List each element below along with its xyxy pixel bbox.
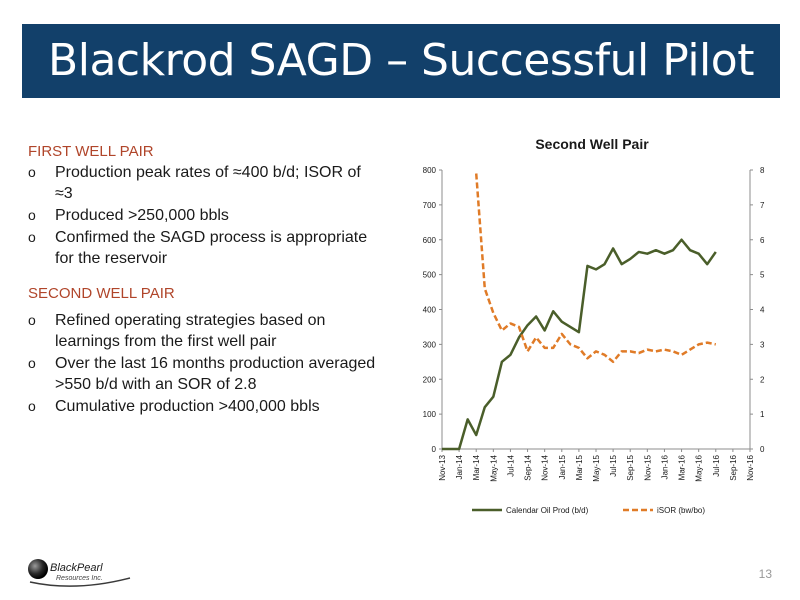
second-well-pair-heading: SECOND WELL PAIR: [28, 285, 175, 302]
list-item: o Produced >250,000 bbls: [28, 205, 378, 226]
y-tick-label: 100: [423, 410, 437, 419]
chart-series: [442, 173, 717, 451]
y-tick-label: 500: [423, 271, 437, 280]
x-tick-label: May-14: [489, 454, 498, 481]
bullet-marker: o: [28, 312, 36, 328]
text-column: FIRST WELL PAIR o Production peak rates o…: [28, 143, 378, 429]
y2-tick-label: 2: [760, 375, 765, 384]
x-tick-label: Jul-16: [712, 454, 721, 476]
x-tick-label: Jul-15: [609, 454, 618, 476]
y-tick-label: 600: [423, 236, 437, 245]
bullet-marker: o: [28, 229, 36, 245]
company-logo: BlackPearl Resources Inc.: [26, 552, 136, 592]
y2-tick-label: 6: [760, 236, 765, 245]
x-tick-label: Jan-14: [455, 454, 464, 479]
y-tick-label: 0: [432, 445, 437, 454]
y2-tick-label: 8: [760, 166, 765, 175]
first-well-pair-heading: FIRST WELL PAIR: [28, 143, 154, 160]
y2-tick-label: 5: [760, 271, 765, 280]
x-tick-label: Nov-16: [746, 454, 755, 480]
x-tick-label: Sep-16: [729, 454, 738, 480]
y-tick-label: 300: [423, 340, 437, 349]
y-tick-label: 400: [423, 306, 437, 315]
x-tick-label: Sep-15: [626, 454, 635, 480]
second-well-pair-list: o Refined operating strategies based on l…: [28, 310, 378, 417]
bullet-text: Confirmed the SAGD process is appropriat…: [55, 229, 368, 267]
y2-tick-label: 1: [760, 410, 765, 419]
bullet-text: Over the last 16 months production avera…: [55, 355, 376, 393]
list-item: o Over the last 16 months production aver…: [28, 353, 378, 395]
legend-label: Calendar Oil Prod (b/d): [506, 506, 589, 515]
x-tick-label: Nov-15: [643, 454, 652, 480]
x-tick-label: May-15: [592, 454, 601, 481]
y2-tick-label: 3: [760, 340, 765, 349]
list-item: o Cumulative production >400,000 bbls: [28, 396, 378, 417]
x-tick-label: Mar-15: [575, 454, 584, 480]
bullet-marker: o: [28, 355, 36, 371]
bullet-text: Produced >250,000 bbls: [55, 207, 229, 224]
second-well-pair-chart: Second Well Pair 0 100 200 300 400 500 600 700 8…: [420, 130, 780, 530]
title-bar: Blackrod SAGD – Successful Pilot: [22, 24, 780, 98]
pearl-logo-icon: BlackPearl Resources Inc.: [28, 559, 131, 587]
oil-prod-series-line: [442, 238, 717, 451]
y2-tick-label: 0: [760, 445, 765, 454]
x-tick-label: Mar-16: [678, 454, 687, 480]
y-tick-label: 200: [423, 375, 437, 384]
y2-tick-label: 4: [760, 306, 765, 315]
x-tick-label: May-16: [695, 454, 704, 481]
bullet-marker: o: [28, 164, 36, 180]
y-tick-label: 700: [423, 201, 437, 210]
logo-subtitle: Resources Inc.: [56, 575, 103, 582]
x-tick-label: Nov-13: [438, 454, 447, 480]
isor-series-line: [474, 173, 717, 364]
chart-legend: Calendar Oil Prod (b/d) iSOR (bw/bo): [472, 506, 705, 515]
x-tick-label: Sep-14: [524, 454, 533, 480]
x-tick-label: Mar-14: [472, 454, 481, 480]
legend-label: iSOR (bw/bo): [657, 506, 705, 515]
chart-title: Second Well Pair: [535, 136, 649, 152]
bullet-text: Production peak rates of ≈400 b/d; ISOR …: [55, 164, 361, 202]
logo-name: BlackPearl: [50, 562, 103, 574]
bullet-marker: o: [28, 398, 36, 414]
x-tick-label: Nov-14: [541, 454, 550, 480]
chart-axes: 0 100 200 300 400 500 600 700 800 0 1 2 3 4 5 6 7 8 Nov-13…: [423, 166, 765, 482]
list-item: o Refined operating strategies based on l…: [28, 310, 378, 352]
x-tick-label: Jan-16: [660, 454, 669, 479]
y2-tick-label: 7: [760, 201, 765, 210]
x-tick-label: Jan-15: [558, 454, 567, 479]
slide-title: Blackrod SAGD – Successful Pilot: [48, 35, 754, 86]
bullet-marker: o: [28, 207, 36, 223]
chart-svg: Second Well Pair 0 100 200 300 400 500 600 700 8…: [423, 136, 765, 515]
list-item: o Confirmed the SAGD process is appropria…: [28, 227, 378, 269]
page-number: 13: [758, 567, 772, 581]
bullet-text: Cumulative production >400,000 bbls: [55, 398, 320, 415]
x-tick-label: Jul-14: [506, 454, 515, 476]
bullet-text: Refined operating strategies based on le…: [55, 312, 326, 350]
list-item: o Production peak rates of ≈400 b/d; ISOR…: [28, 162, 378, 204]
first-well-pair-list: o Production peak rates of ≈400 b/d; ISOR…: [28, 162, 378, 269]
y-tick-label: 800: [423, 166, 437, 175]
